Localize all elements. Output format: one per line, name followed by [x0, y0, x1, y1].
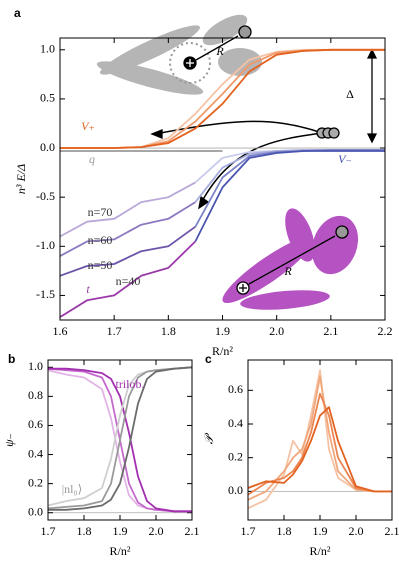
annotation: n=40 — [116, 274, 141, 288]
x-tick-label: 1.6 — [53, 324, 68, 338]
y-tick-label: 0.4 — [228, 416, 243, 430]
y-axis-label: n³ E/Δ — [14, 164, 28, 194]
x-axis-label: R/n² — [212, 344, 233, 358]
plot-frame — [247, 359, 393, 521]
annotation: R — [283, 264, 292, 278]
annotation: n=60 — [88, 233, 113, 247]
panel-label: a — [14, 6, 21, 20]
y-tick-label: 0.0 — [228, 483, 243, 497]
x-tick-label: 2.0 — [269, 324, 284, 338]
annotation: n=70 — [88, 205, 113, 219]
x-tick-label: 1.8 — [277, 524, 292, 538]
annotation: R — [215, 44, 224, 58]
x-tick-label: 2.0 — [349, 524, 364, 538]
x-tick-label: 1.8 — [77, 524, 92, 538]
y-tick-label: 1.0 — [40, 42, 55, 56]
series-line — [247, 406, 392, 493]
series-line — [59, 225, 196, 277]
series-line — [59, 201, 196, 257]
x-tick-label: 1.9 — [113, 524, 128, 538]
annotation: q — [89, 152, 95, 166]
inset-bottom — [222, 208, 359, 310]
series-line — [194, 150, 385, 242]
x-tick-label: 1.9 — [313, 524, 328, 538]
y-tick-label: 0.8 — [28, 388, 43, 402]
x-axis-label: R/n² — [110, 544, 131, 558]
y-tick-label: 0.0 — [28, 504, 43, 518]
series-line — [47, 366, 193, 510]
y-tick-label: 0.0 — [40, 140, 55, 154]
annotation: Δ — [346, 87, 354, 101]
y-tick-label: 0.4 — [28, 446, 43, 460]
annotation: V₊ — [81, 119, 95, 133]
y-axis-label: 𝒫 — [202, 432, 216, 444]
annotation: |nl₀⟩ — [62, 482, 83, 496]
annotation: V₋ — [338, 152, 352, 166]
x-tick-label: 2.2 — [378, 324, 393, 338]
x-tick-label: 2.1 — [323, 324, 338, 338]
x-tick-label: 1.7 — [41, 524, 56, 538]
series-line — [247, 392, 392, 496]
y-axis-label: ψ₋ — [2, 433, 16, 447]
panel-label: b — [8, 352, 15, 366]
series-line — [59, 181, 196, 238]
series-line — [60, 48, 385, 149]
y-tick-label: 0.2 — [28, 475, 43, 489]
x-tick-label: 2.1 — [185, 524, 200, 538]
y-tick-label: 0.5 — [40, 91, 55, 105]
x-axis-label: R/n² — [310, 544, 331, 558]
y-tick-label: 0.6 — [228, 382, 243, 396]
x-tick-label: 2.1 — [385, 524, 399, 538]
x-tick-label: 2.0 — [149, 524, 164, 538]
plot-frame — [47, 359, 193, 521]
y-tick-label: -1.0 — [36, 238, 55, 252]
x-tick-label: 1.7 — [241, 524, 256, 538]
series-line — [247, 375, 392, 501]
x-tick-label: 1.9 — [215, 324, 230, 338]
x-tick-label: 1.8 — [161, 324, 176, 338]
series-line — [48, 366, 193, 511]
annotation: t — [86, 282, 90, 296]
y-tick-label: 1.0 — [28, 359, 43, 373]
y-tick-label: -0.5 — [36, 189, 55, 203]
y-tick-label: 0.6 — [28, 417, 43, 431]
series-line — [59, 240, 197, 318]
inset-markers — [150, 25, 378, 295]
y-tick-label: -1.5 — [36, 287, 55, 301]
plot-frame — [59, 37, 386, 321]
annotation: trilob. — [116, 377, 145, 391]
annotation: n=50 — [88, 258, 113, 272]
x-tick-label: 1.7 — [107, 324, 122, 338]
y-tick-label: 0.2 — [228, 449, 243, 463]
panel-label: c — [205, 352, 212, 366]
